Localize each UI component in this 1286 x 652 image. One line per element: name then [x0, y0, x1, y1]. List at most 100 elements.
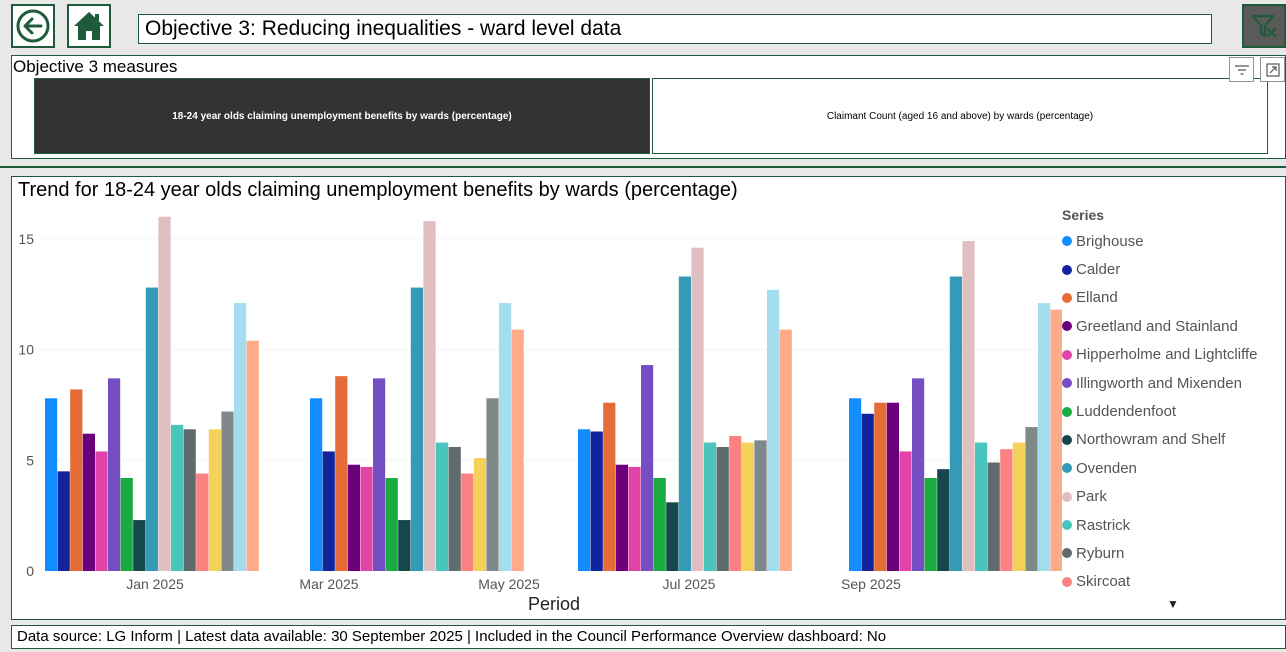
legend-item[interactable]: Illingworth and Mixenden	[1062, 369, 1285, 397]
clear-filters-button[interactable]	[1242, 4, 1286, 48]
bar	[716, 447, 729, 571]
bar	[678, 276, 691, 571]
bar	[335, 376, 348, 571]
legend-item[interactable]: Hipperholme and Lightcliffe	[1062, 341, 1285, 369]
bar-chart: 0 5 10 15 Jan 2025 Mar 2025 May 2025 Jul 2025 Se…	[18, 216, 1062, 614]
legend-color-dot	[1062, 349, 1072, 360]
expand-icon	[1265, 62, 1280, 77]
bar	[590, 431, 603, 571]
legend-label: Northowram and Shelf	[1076, 431, 1226, 449]
bar	[221, 411, 234, 571]
bar	[924, 478, 937, 571]
bar	[628, 466, 641, 571]
legend-title: Series	[1062, 207, 1105, 223]
bar	[653, 478, 666, 571]
legend-item[interactable]: Northowram and Shelf	[1062, 426, 1285, 454]
legend-label: Rastrick	[1076, 516, 1131, 534]
bar	[899, 451, 912, 571]
filter-options-button[interactable]	[1229, 57, 1254, 82]
bar	[615, 464, 628, 571]
bar	[962, 241, 975, 572]
legend-item[interactable]: Luddendenfoot	[1062, 397, 1285, 425]
legend-item[interactable]: Rastrick	[1062, 511, 1285, 539]
bar	[45, 398, 58, 571]
legend-label: Brighouse	[1076, 232, 1144, 250]
bar	[1050, 309, 1062, 571]
measure-button-18-24[interactable]: 18-24 year olds claiming unemployment be…	[34, 78, 650, 154]
bar	[666, 502, 679, 571]
bar	[473, 458, 486, 571]
bar	[95, 451, 108, 571]
home-button[interactable]	[67, 4, 111, 48]
bar	[398, 520, 411, 571]
bar	[145, 287, 158, 571]
bar	[704, 442, 717, 571]
x-tick-label: Jan 2025	[126, 576, 184, 592]
legend-item[interactable]: Brighouse	[1062, 227, 1285, 255]
bar	[849, 398, 862, 571]
legend-label: Ovenden	[1076, 459, 1137, 477]
y-tick-label: 5	[26, 452, 34, 468]
bar	[603, 402, 616, 571]
legend-color-dot	[1062, 378, 1072, 389]
legend-color-dot	[1062, 236, 1072, 247]
bar	[1000, 449, 1013, 571]
legend-item[interactable]: Greetland and Stainland	[1062, 312, 1285, 340]
legend-label: Park	[1076, 488, 1107, 506]
bar	[691, 247, 704, 571]
measure-button-claimant-count[interactable]: Claimant Count (aged 16 and above) by wa…	[652, 78, 1268, 154]
x-tick-label: May 2025	[478, 576, 540, 592]
filter-lines-icon	[1234, 64, 1249, 75]
legend-scroll-down-icon[interactable]: ▼	[1167, 597, 1179, 611]
legend-item[interactable]: Elland	[1062, 284, 1285, 312]
bar	[70, 389, 83, 571]
bar	[108, 378, 121, 571]
back-button[interactable]	[11, 4, 55, 48]
bar	[511, 329, 524, 571]
bar	[448, 447, 461, 571]
bar	[196, 473, 209, 571]
bar	[234, 303, 247, 571]
bar	[641, 365, 654, 571]
legend-item[interactable]: Park	[1062, 483, 1285, 511]
bar	[767, 289, 780, 571]
legend-label: Ryburn	[1076, 544, 1125, 562]
x-tick-label: Mar 2025	[299, 576, 358, 592]
bar	[133, 520, 146, 571]
measures-title: Objective 3 measures	[13, 57, 178, 76]
bar	[886, 402, 899, 571]
legend-color-dot	[1062, 292, 1072, 303]
filter-icon	[1251, 14, 1277, 38]
bar	[310, 398, 323, 571]
legend-label: Luddendenfoot	[1076, 403, 1177, 421]
bar	[246, 340, 259, 571]
bar	[385, 478, 398, 571]
bar	[171, 424, 184, 571]
bar	[183, 429, 196, 571]
legend-color-dot	[1062, 576, 1072, 587]
bar	[499, 303, 512, 571]
legend-label: Skircoat	[1076, 573, 1131, 591]
bar	[949, 276, 962, 571]
bar	[461, 473, 474, 571]
legend-item[interactable]: Ovenden	[1062, 454, 1285, 482]
bar	[360, 466, 373, 571]
bar	[779, 329, 792, 571]
focus-mode-button[interactable]	[1260, 57, 1285, 82]
legend-item[interactable]: Skircoat	[1062, 568, 1285, 596]
y-tick-label: 15	[18, 231, 34, 247]
chart-legend: Series Brighouse Calder Elland Greetland an…	[1062, 207, 1285, 596]
legend-color-dot	[1062, 548, 1072, 559]
measures-panel: Objective 3 measures 18-24 year olds cla…	[11, 55, 1286, 159]
back-arrow-icon	[16, 9, 50, 43]
bar	[57, 471, 70, 571]
bar	[754, 440, 767, 571]
legend-label: Greetland and Stainland	[1076, 317, 1238, 335]
bar	[975, 442, 988, 571]
bar	[1012, 442, 1025, 571]
legend-color-dot	[1062, 321, 1072, 332]
legend-item[interactable]: Ryburn	[1062, 539, 1285, 567]
bar	[373, 378, 386, 571]
legend-item[interactable]: Calder	[1062, 255, 1285, 283]
bar	[912, 378, 925, 571]
